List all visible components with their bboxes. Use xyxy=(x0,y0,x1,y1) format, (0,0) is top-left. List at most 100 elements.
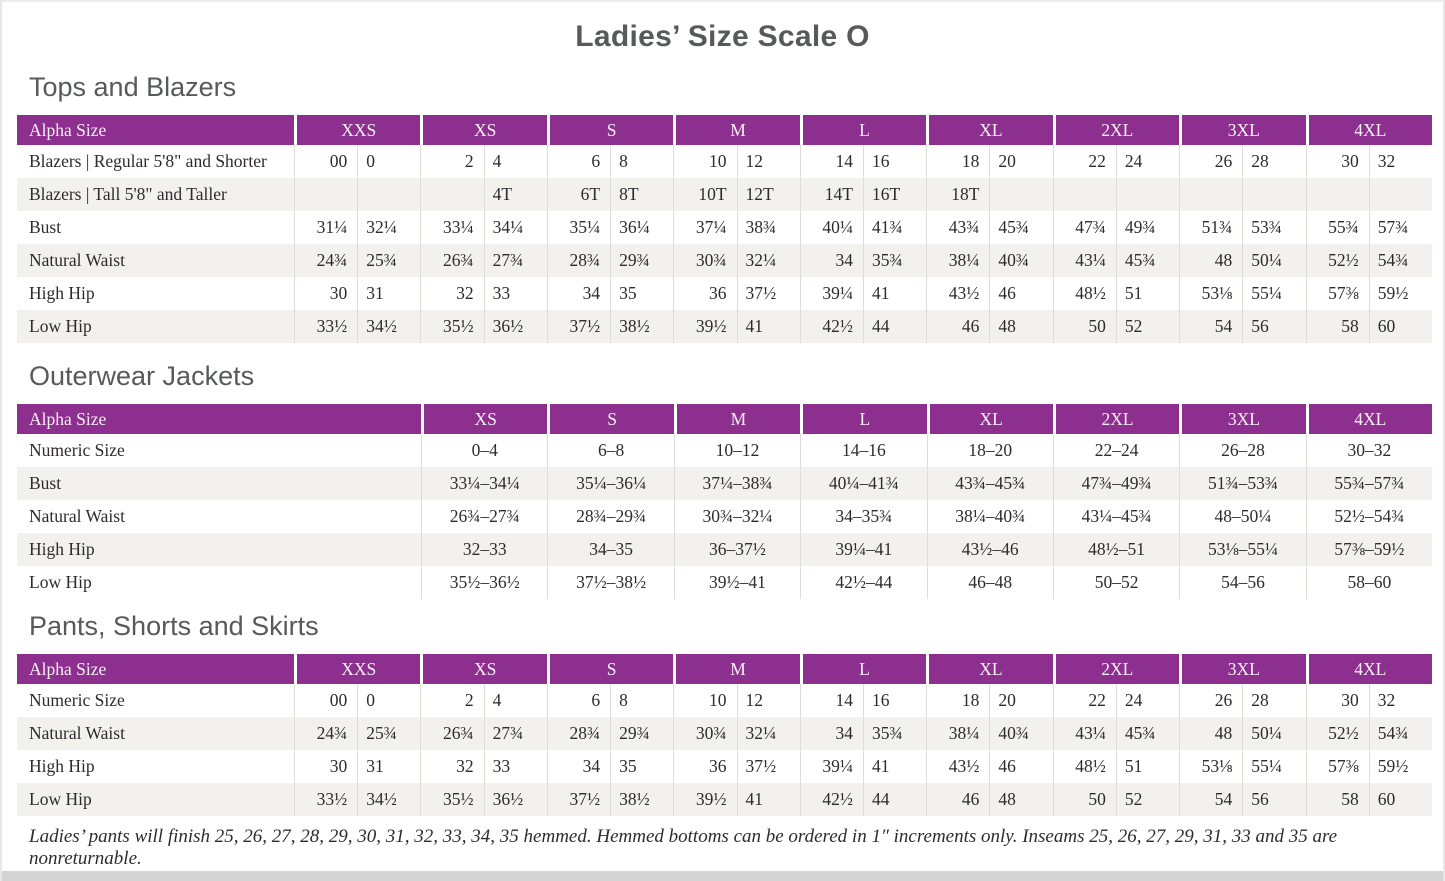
cell: 25¾ xyxy=(357,244,421,277)
cell: 26¾–27¾ xyxy=(421,500,547,533)
cell: 56 xyxy=(1242,310,1306,343)
cell: 48 xyxy=(989,783,1053,816)
cell: 10 xyxy=(673,145,736,178)
cell: 50–52 xyxy=(1052,566,1179,599)
cell: 38¼ xyxy=(926,244,990,277)
cell: 00 xyxy=(294,145,357,178)
row-label: Natural Waist xyxy=(17,717,294,750)
cell: 8 xyxy=(610,145,673,178)
row-label: Bust xyxy=(29,217,62,237)
cell: 42½ xyxy=(799,783,863,816)
cell: 53¾ xyxy=(1242,211,1305,244)
cell: 18T xyxy=(926,178,990,211)
cell: 35 xyxy=(610,750,673,783)
cell: 54 xyxy=(1179,310,1243,343)
cell: 41 xyxy=(862,277,926,310)
table-row: Natural Waist 26¾–27¾ 28¾–29¾ 30¾–32¼ 34–35¾… xyxy=(17,500,1432,533)
cell: 24¾ xyxy=(294,244,358,277)
col-header-l: L xyxy=(800,404,927,434)
cell: 30 xyxy=(1305,145,1369,178)
cell: 29¾ xyxy=(610,717,674,750)
table-row: Natural Waist 24¾ 25¾ 26¾ 27¾ 28¾ 29¾ 30¾ 32¼ 34 3… xyxy=(17,717,1432,750)
cell: 26¾ xyxy=(420,717,484,750)
cell xyxy=(1052,178,1116,211)
cell: 52 xyxy=(1115,783,1180,816)
col-header-xl: XL xyxy=(926,404,1053,434)
cell: 50 xyxy=(1052,310,1116,343)
cell: 34½ xyxy=(357,310,421,343)
cell: 33¼–34¼ xyxy=(421,467,548,500)
cell: 20 xyxy=(989,145,1052,178)
table-row: High Hip 32–33 34–35 36–37½ 39¼–41 43½–46 48½–… xyxy=(17,533,1432,566)
cell: 47¾–49¾ xyxy=(1052,467,1180,500)
cell: 28 xyxy=(1242,684,1305,717)
cell: 42½ xyxy=(799,310,863,343)
cell: 4T xyxy=(483,178,547,211)
cell: 48½ xyxy=(1052,750,1116,783)
cell: 37½ xyxy=(546,783,611,816)
cell: 36¼ xyxy=(610,211,673,244)
cell: 54¾ xyxy=(1368,244,1432,277)
cell: 30¾ xyxy=(673,244,737,277)
cell: 53⅛–55¼ xyxy=(1179,533,1306,566)
cell: 8T xyxy=(610,178,674,211)
cell: 26–28 xyxy=(1179,434,1305,467)
cell: 53⅛ xyxy=(1179,750,1242,783)
cell: 34–35 xyxy=(547,533,674,566)
cell xyxy=(1368,178,1432,211)
cell: 0 xyxy=(357,684,420,717)
cell: 24 xyxy=(1115,145,1179,178)
cell: 30 xyxy=(1305,684,1369,717)
cell: 40¼ xyxy=(799,211,863,244)
cell: 48–50¼ xyxy=(1179,500,1305,533)
cell: 46 xyxy=(926,310,990,343)
cell: 32–33 xyxy=(421,533,548,566)
cell: 14 xyxy=(799,684,863,717)
col-header-m: M xyxy=(673,404,801,434)
table-row: Numeric Size 0–4 6–8 10–12 14–16 18–20 22–24 26… xyxy=(17,434,1432,467)
cell: 16 xyxy=(862,145,926,178)
cell: 41 xyxy=(736,783,800,816)
cell: 50¼ xyxy=(1242,244,1306,277)
cell: 18 xyxy=(926,684,989,717)
cell: 34 xyxy=(799,717,863,750)
cell: 48 xyxy=(1179,717,1243,750)
table-row: High Hip 30 31 32 33 34 35 36 37½ 39¼ 41 43½ 46 48½ 51… xyxy=(17,277,1432,310)
cell: 8 xyxy=(610,684,673,717)
cell: 36½ xyxy=(483,310,547,343)
row-label: Natural Waist xyxy=(17,244,294,277)
cell: 57⅜–59½ xyxy=(1305,533,1432,566)
cell: 39¼ xyxy=(799,750,863,783)
cell: 45¾ xyxy=(1115,717,1180,750)
cell: 46–48 xyxy=(926,566,1053,599)
cell: 55¾–57¾ xyxy=(1305,467,1432,500)
col-header-3xl: 3XL xyxy=(1179,654,1306,684)
cell: 00 xyxy=(294,684,357,717)
col-header-xs: XS xyxy=(421,404,548,434)
cell: 36–37½ xyxy=(673,533,801,566)
cell: 16 xyxy=(862,684,926,717)
table-row: Low Hip 35½–36½ 37½–38½ 39½–41 42½–44 46–48 50… xyxy=(17,566,1432,599)
section-title-pants-shorts-and-skirts: Pants, Shorts and Skirts xyxy=(29,611,319,641)
col-header-3xl: 3XL xyxy=(1179,404,1306,434)
cell: 0 xyxy=(357,145,420,178)
section-title-tops-and-blazers: Tops and Blazers xyxy=(29,72,237,102)
cell: 29¾ xyxy=(610,244,674,277)
cell: 34¼ xyxy=(483,211,547,244)
cell: 35½ xyxy=(420,310,484,343)
col-header-2xl: 2XL xyxy=(1052,115,1180,145)
cell: 6 xyxy=(546,684,610,717)
cell xyxy=(989,178,1053,211)
cell: 10T xyxy=(673,178,737,211)
row-label: High Hip xyxy=(17,533,421,566)
table-row: Bust 31¼ 32¼ 33¼ 34¼ 35¼ 36¼ 37¼ 38¾ 40¼ 41¾ 43¾ 45¾… xyxy=(17,211,1432,244)
cell: 18 xyxy=(926,145,989,178)
col-header-m: M xyxy=(673,115,800,145)
cell: 40¾ xyxy=(989,717,1053,750)
cell: 52 xyxy=(1115,310,1180,343)
cell: 28 xyxy=(1242,145,1305,178)
row-label: Natural Waist xyxy=(29,506,125,526)
cell: 26 xyxy=(1179,145,1242,178)
col-header-l: L xyxy=(799,115,927,145)
col-header-alpha-size: Alpha Size xyxy=(17,404,421,434)
